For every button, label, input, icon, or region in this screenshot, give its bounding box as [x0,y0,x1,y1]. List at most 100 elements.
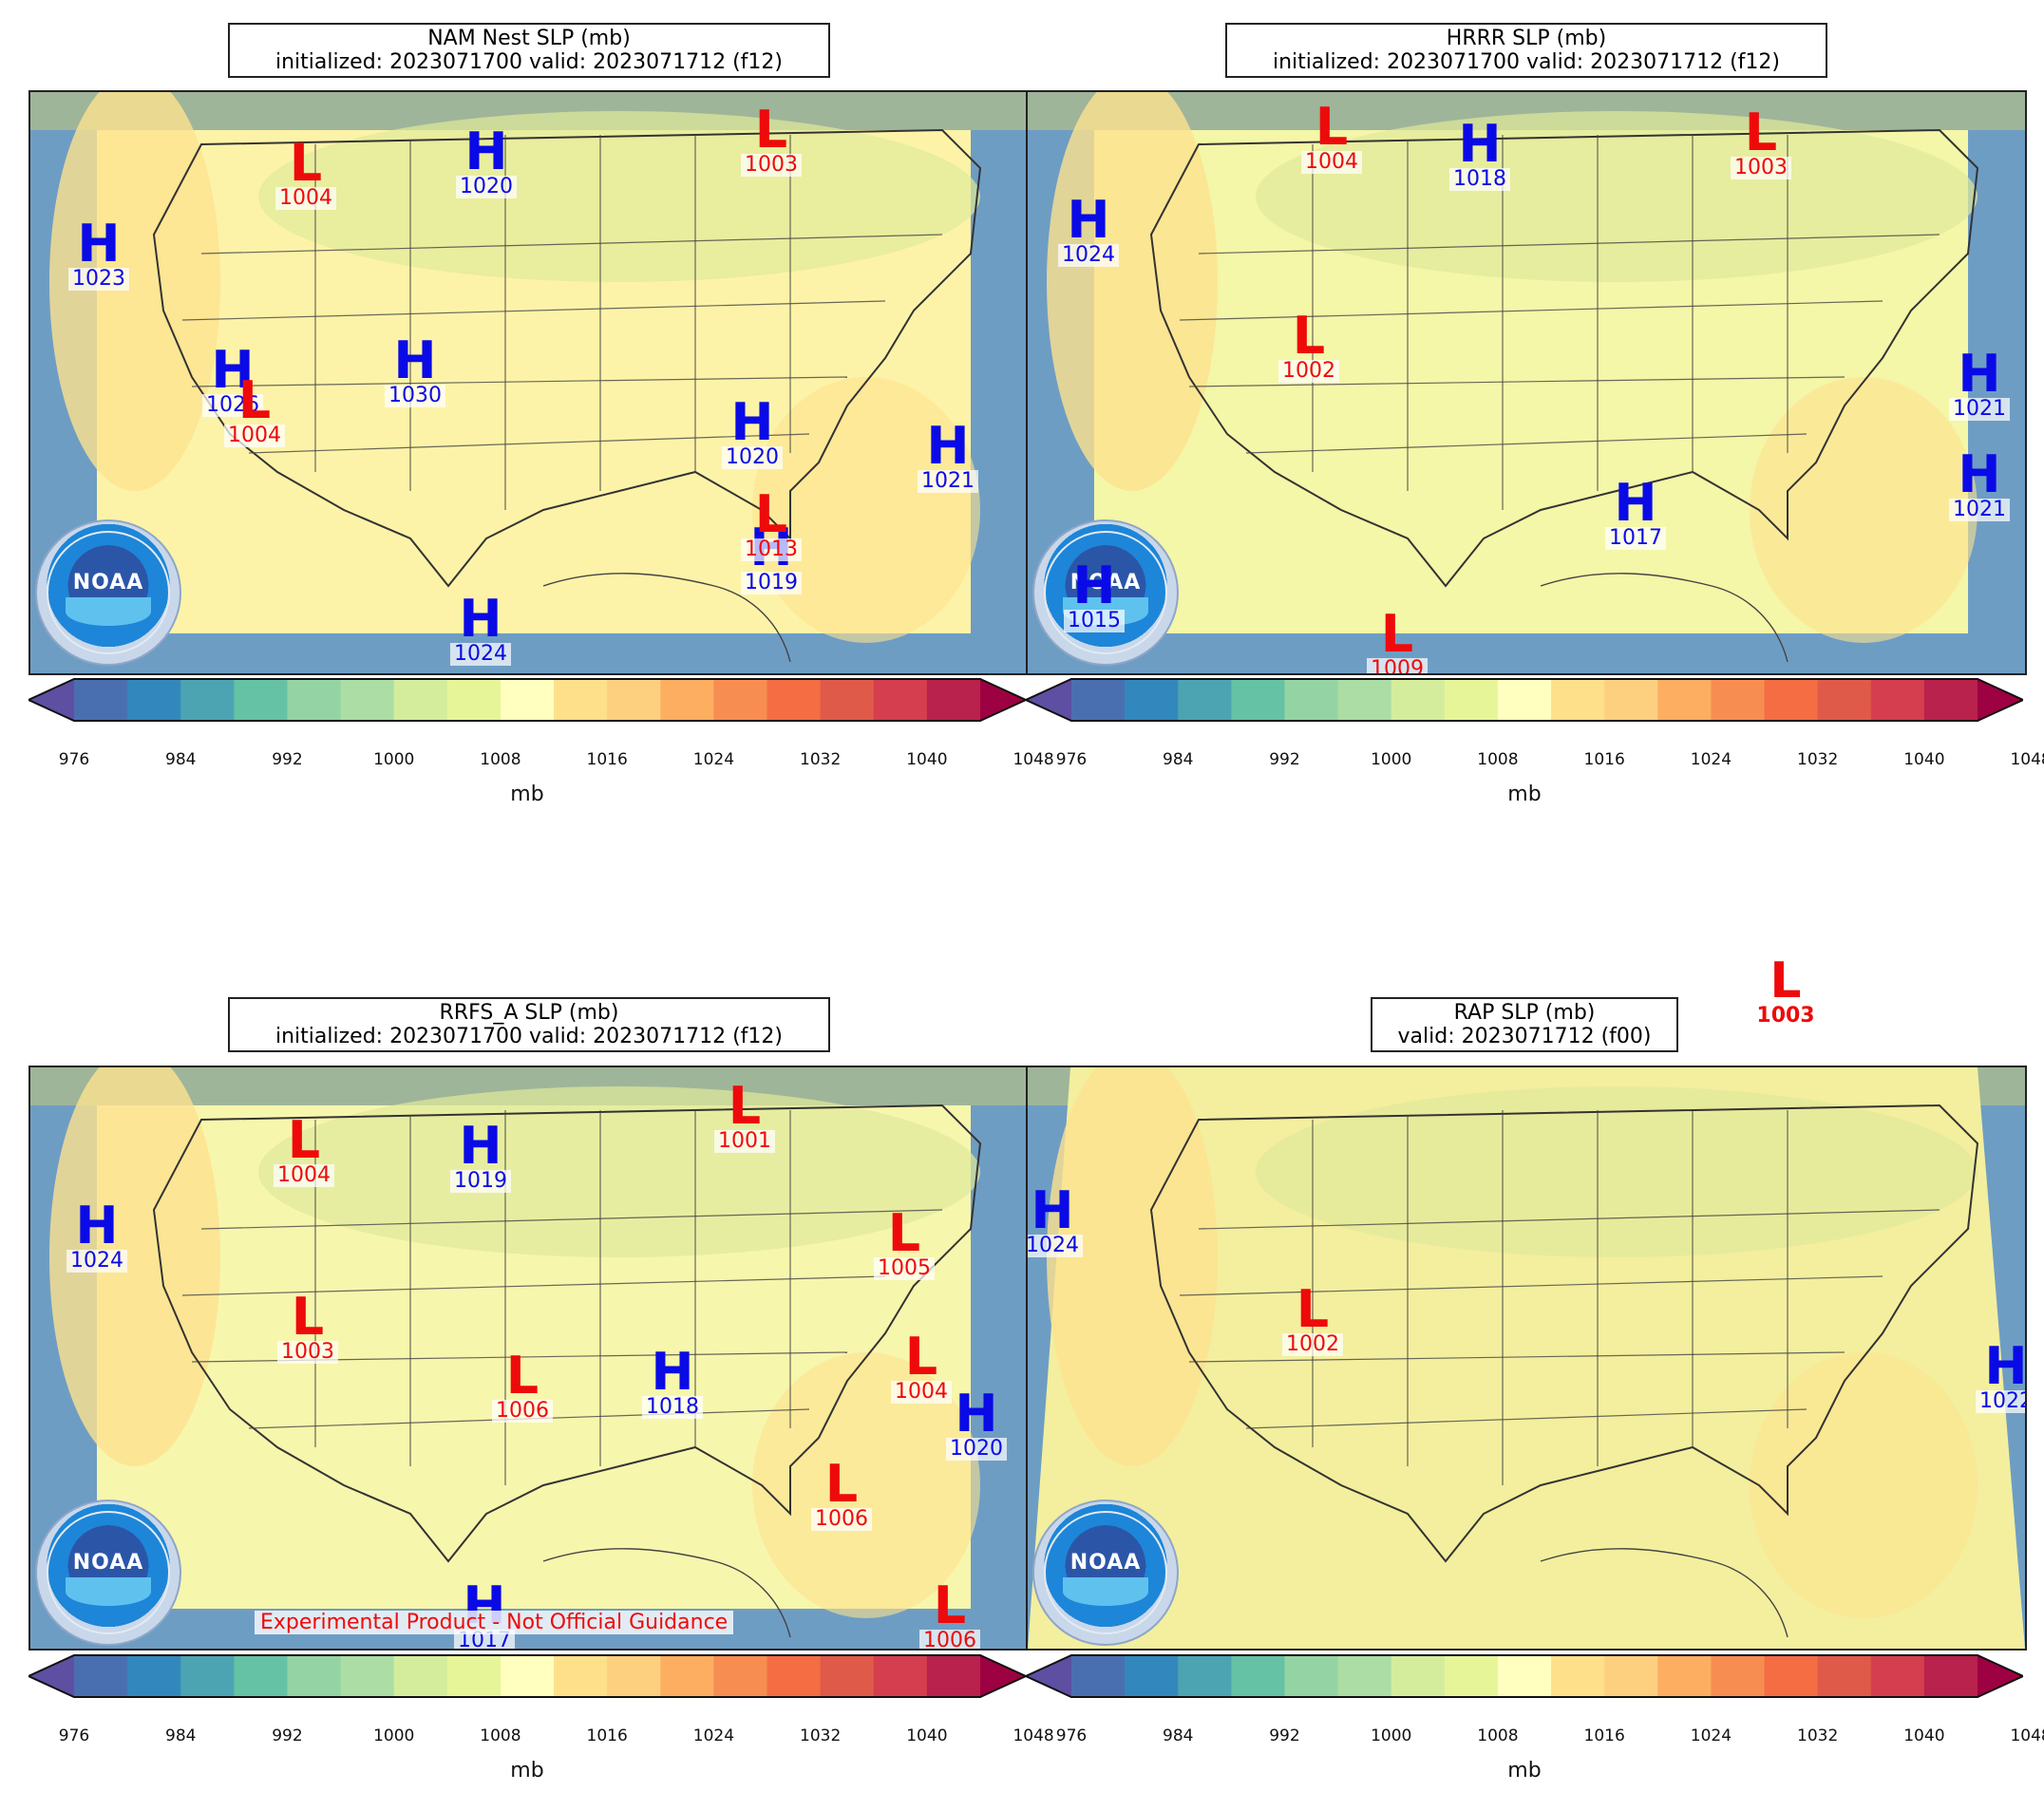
colorbar-tick-label: 1008 [480,1726,521,1745]
colorbar-bin [1231,678,1286,722]
colorbar: 976 984 992 1000 1008 1016 1024 1032 1040 1048 mb [1023,678,2044,821]
colorbar-tick-label: 1040 [906,1726,948,1745]
colorbar-bin [1551,678,1605,722]
colorbar-tick-label: 1048 [1013,750,1054,769]
low-pressure-marker: L 1002 [1282,1284,1343,1356]
low-pressure-marker: L 1004 [1301,102,1362,174]
low-pressure-marker: L 1005 [874,1208,935,1280]
colorbar-tick-label: 1008 [1477,750,1519,769]
colorbar-bin [340,678,395,722]
colorbar-bin [607,678,661,722]
map-hrrr[interactable]: NOAA H 1018 H 1024 H 1021 H 1021 H 1017 H 1015… [1026,90,2027,675]
colorbar-extend-low [1026,1654,1071,1698]
high-pressure-marker: H 1023 [68,218,129,291]
coastline [152,128,982,588]
title-model: RAP SLP (mb) [1453,1001,1596,1025]
colorbar-tick-label: 1000 [373,1726,415,1745]
colorbar-bin [1870,678,1925,722]
colorbar-tick-label: 984 [1163,750,1194,769]
colorbar-bin [74,678,128,722]
noaa-logo: NOAA [35,519,181,666]
colorbar-tick-label: 1016 [586,1726,628,1745]
high-pressure-marker: H 1018 [1449,119,1510,191]
colorbar-tick-label: 976 [58,750,90,769]
colorbar-scale [1023,1654,2026,1698]
state-border [1198,1209,1940,1230]
disclaimer-text: Experimental Product - Not Official Guid… [255,1611,734,1634]
colorbar-tick-label: 976 [1055,1726,1088,1745]
noaa-logo: NOAA [35,1500,181,1646]
coastline [1540,573,1788,663]
colorbar-tick-label: 992 [1269,750,1300,769]
colorbar-bin [393,1654,448,1698]
low-pressure-marker: L 1006 [919,1580,980,1649]
colorbar-bin [1764,678,1819,722]
map-nam[interactable]: NOAA H 1020 H 1023 H 1026 H 1030 H 1020 H 1021… [28,90,1030,675]
colorbar-bin [234,678,289,722]
colorbar-bin [1071,1654,1126,1698]
high-pressure-marker: H 1015 [1064,560,1125,632]
colorbar-tick-label: 1016 [1583,1726,1625,1745]
title-times: initialized: 2023071700 valid: 202307171… [275,50,783,74]
low-pressure-marker: L 1009 [1367,609,1428,673]
colorbar-bin [340,1654,395,1698]
title-model: HRRR SLP (mb) [1446,27,1607,50]
panel-title: RRFS_A SLP (mb) initialized: 2023071700 … [228,997,830,1052]
colorbar-bin [1231,1654,1286,1698]
colorbar-bin [1497,1654,1552,1698]
colorbar-tick-label: 1024 [692,750,735,769]
colorbar-tick-label: 1048 [2010,1726,2044,1745]
colorbar-bin [926,678,981,722]
colorbar-bin [554,1654,608,1698]
panel-title: HRRR SLP (mb) initialized: 2023071700 va… [1225,23,1827,78]
map-rrfs[interactable]: NOAA H 1019 H 1024 H 1018 H 1020 H 1017 L 1004… [28,1066,1030,1651]
colorbar-bin [1657,1654,1713,1698]
high-pressure-marker: H 1024 [450,594,511,666]
colorbar-bin [713,1654,768,1698]
coastline [1540,1548,1788,1638]
low-pressure-marker: L 1004 [891,1331,952,1404]
pressure-band [1750,377,1978,643]
pressure-band [752,377,980,643]
high-pressure-marker: H 1024 [66,1200,127,1273]
low-pressure-marker: L 1006 [811,1459,872,1531]
pressure-band [752,1352,980,1618]
colorbar-tick-label: 984 [165,750,197,769]
panel-title: RAP SLP (mb) valid: 2023071712 (f00) [1371,997,1678,1052]
high-pressure-marker: H1022 [1976,1341,2025,1413]
colorbar-scale [1023,678,2026,722]
colorbar: 976 984 992 1000 1008 1016 1024 1032 1040 1048 mb [26,678,1054,821]
colorbar-extend-low [28,678,74,722]
colorbar-bin [1817,678,1872,722]
state-border [1188,376,1845,387]
colorbar-bin [1444,1654,1499,1698]
coastline [542,1548,791,1638]
state-border [191,376,848,387]
low-pressure-marker: L 1004 [275,138,336,210]
state-border [181,1275,886,1296]
high-pressure-marker: H 1030 [385,335,445,407]
state-border [200,1209,943,1230]
colorbar-bin [766,1654,822,1698]
colorbar-bin [873,678,928,722]
state-border [1245,433,1807,454]
colorbar-bin [820,678,875,722]
colorbar-bin [1125,1654,1179,1698]
colorbar-bin [287,678,342,722]
colorbar-bin [1551,1654,1605,1698]
colorbar-label: mb [510,1759,544,1783]
title-model: RRFS_A SLP (mb) [439,1001,619,1025]
colorbar-bin [1444,678,1499,722]
colorbar-bin [393,678,448,722]
pressure-band [258,1086,980,1257]
colorbar-bin [660,1654,715,1698]
colorbar-bin [446,678,502,722]
noaa-logo: NOAA [1032,1500,1179,1646]
state-border [1198,234,1940,255]
colorbar-bin [873,1654,928,1698]
state-border [200,234,943,255]
low-pressure-marker: L 1013 [741,489,802,561]
state-border [248,433,810,454]
low-pressure-marker: L 1004 [224,375,285,447]
